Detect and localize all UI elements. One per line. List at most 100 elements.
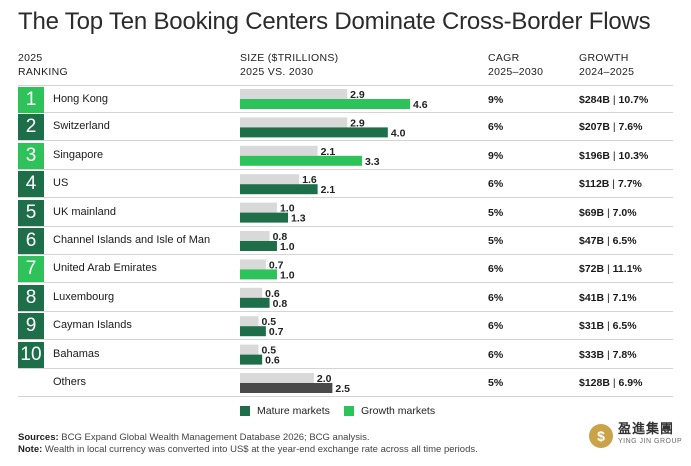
logo-mark-icon: $ xyxy=(589,424,613,448)
growth-amount: $196B xyxy=(579,149,610,162)
cagr-value: 5% xyxy=(488,206,504,219)
rank-badge: 4 xyxy=(18,171,44,198)
growth-percent: 6.9% xyxy=(618,377,643,389)
value-label-2025: 0.5 xyxy=(261,316,276,328)
bar-2025 xyxy=(240,287,263,298)
bar-2030 xyxy=(240,354,263,365)
rank-badge: 2 xyxy=(18,114,44,141)
table-row: 10 Bahamas 6% $33B | 7.8% xyxy=(18,341,673,369)
header-cagr-line1: CAGR xyxy=(488,52,520,64)
growth-percent: 7.7% xyxy=(617,178,642,191)
growth-amount: $284B xyxy=(579,94,610,106)
growth-value: $284B | 10.7% xyxy=(579,94,648,106)
rank-badge: 1 xyxy=(18,87,44,113)
growth-percent: 6.5% xyxy=(612,235,637,247)
header-size: SIZE ($TRILLIONS) 2025 VS. 2030 xyxy=(240,51,338,79)
growth-value: $72B | 11.1% xyxy=(579,263,642,275)
value-label-2030: 4.0 xyxy=(391,127,406,139)
growth-value: $112B | 7.7% xyxy=(579,178,642,190)
header-growth-line1: GROWTH xyxy=(579,52,629,64)
bar-2030 xyxy=(240,127,388,138)
growth-amount: $41B xyxy=(579,291,605,304)
cagr-value: 5% xyxy=(488,377,504,389)
footnotes: Sources: BCG Expand Global Wealth Manage… xyxy=(18,432,478,456)
bar-2025 xyxy=(240,344,259,355)
value-label-2025: 0.8 xyxy=(273,231,288,243)
growth-separator: | xyxy=(609,149,619,162)
bar-2030 xyxy=(240,155,362,166)
table-row: Others 5% $128B | 6.9% xyxy=(18,369,673,397)
rank-badge: 9 xyxy=(18,313,44,340)
value-label-2030: 1.0 xyxy=(280,269,295,281)
growth-separator: | xyxy=(604,235,613,247)
sources-text: BCG Expand Global Wealth Management Data… xyxy=(61,432,370,443)
legend-label-mature: Mature markets xyxy=(257,405,330,417)
bar-2030 xyxy=(240,99,410,109)
logo-english: YING JIN GROUP xyxy=(618,438,683,445)
growth-amount: $72B xyxy=(579,263,605,276)
bar-2025 xyxy=(240,259,266,270)
growth-separator: | xyxy=(604,320,613,333)
growth-percent: 7.1% xyxy=(612,291,637,304)
header-cagr: CAGR 2025–2030 xyxy=(488,51,543,79)
value-label-2025: 1.6 xyxy=(302,174,317,186)
value-label-2030: 0.8 xyxy=(273,298,288,310)
growth-separator: | xyxy=(609,121,619,134)
cagr-value: 6% xyxy=(488,348,504,361)
logo-text: 盈進集團 YING JIN GROUP xyxy=(618,423,683,448)
legend-swatch-mature xyxy=(240,406,250,416)
value-label-2030: 1.0 xyxy=(280,241,295,253)
cagr-value: 9% xyxy=(488,149,504,162)
rank-badge: 7 xyxy=(18,256,44,283)
value-label-2030: 0.7 xyxy=(269,326,284,338)
value-label-2025: 2.1 xyxy=(321,146,336,158)
growth-percent: 10.3% xyxy=(618,149,649,162)
growth-separator: | xyxy=(604,206,613,219)
value-label-2030: 2.5 xyxy=(335,383,350,395)
value-label-2025: 1.0 xyxy=(280,203,295,215)
category-label: Cayman Islands xyxy=(53,319,132,332)
growth-separator: | xyxy=(609,94,619,106)
category-label: Luxembourg xyxy=(53,290,115,303)
value-label-2030: 3.3 xyxy=(365,156,380,168)
table-row: 5 UK mainland 5% $69B | 7.0% xyxy=(18,199,673,227)
value-label-2025: 0.5 xyxy=(261,345,276,357)
legend-growth: Growth markets xyxy=(344,405,435,417)
sources-line: Sources: BCG Expand Global Wealth Manage… xyxy=(18,432,478,444)
growth-amount: $128B xyxy=(579,377,610,389)
growth-value: $128B | 6.9% xyxy=(579,377,642,389)
growth-percent: 11.1% xyxy=(612,263,642,276)
table-row: 4 US 6% $112B | 7.7% xyxy=(18,170,673,199)
rank-badge: 3 xyxy=(18,142,44,169)
value-label-2025: 0.7 xyxy=(269,259,284,271)
growth-value: $207B | 7.6% xyxy=(579,121,642,133)
bar-2025 xyxy=(240,202,277,213)
bar-2025 xyxy=(240,174,300,185)
header-growth-line2: 2024–2025 xyxy=(579,66,635,78)
bar-2025 xyxy=(240,373,314,383)
bar-2030 xyxy=(240,212,289,223)
growth-value: $31B | 6.5% xyxy=(579,320,637,332)
growth-separator: | xyxy=(604,291,613,304)
cagr-value: 6% xyxy=(488,121,504,134)
growth-separator: | xyxy=(604,348,613,361)
growth-percent: 10.7% xyxy=(618,94,649,106)
table-row: 7 United Arab Emirates 6% $72B | 11.1% xyxy=(18,255,673,284)
header-cagr-line2: 2025–2030 xyxy=(488,66,544,78)
category-label: US xyxy=(53,177,69,190)
bar-2025 xyxy=(240,117,348,128)
category-label: UK mainland xyxy=(53,205,116,218)
growth-amount: $69B xyxy=(579,206,605,219)
category-label: Channel Islands and Isle of Man xyxy=(53,234,211,246)
cagr-value: 6% xyxy=(488,291,504,304)
header-size-line1: SIZE ($TRILLIONS) xyxy=(240,52,339,64)
value-label-2030: 4.6 xyxy=(413,99,428,111)
table-row: 3 Singapore 9% $196B | 10.3% xyxy=(18,142,673,170)
bar-2030 xyxy=(240,383,333,393)
cagr-value: 6% xyxy=(488,320,504,333)
bar-2030 xyxy=(240,297,270,308)
bar-2030 xyxy=(240,269,277,280)
growth-value: $69B | 7.0% xyxy=(579,207,637,219)
sources-label: Sources: xyxy=(18,432,59,443)
bar-2030 xyxy=(240,326,266,337)
